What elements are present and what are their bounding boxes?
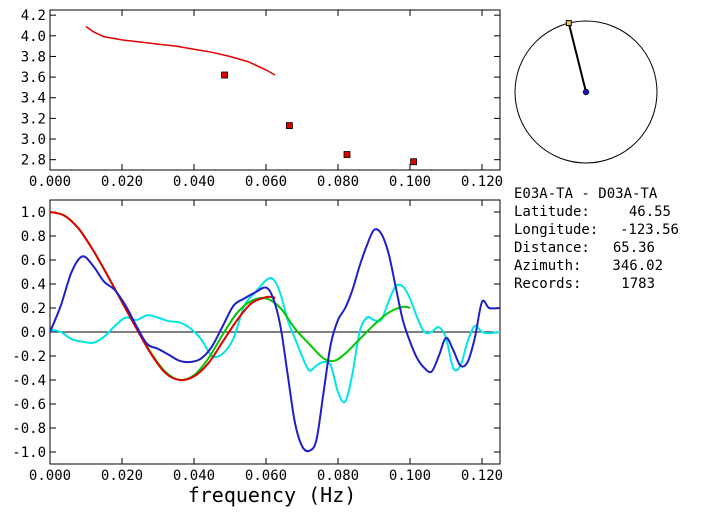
station-info-panel: E03A-TA - D03A-TA Latitude: 46.55 Longit…: [514, 186, 679, 292]
correlation-series-line: [49, 211, 276, 382]
azimuth-value: 346.02: [612, 258, 663, 274]
measurement-point: [221, 71, 229, 79]
top-chart-frame: [49, 9, 501, 171]
compass-circle: [514, 20, 658, 164]
longitude-value: -123.56: [620, 222, 679, 238]
latitude-value: 46.55: [629, 204, 671, 220]
longitude-label: Longitude:: [514, 222, 598, 238]
bottom-y-tick-label: 0.4: [21, 277, 46, 293]
azimuth-label: Azimuth:: [514, 258, 581, 274]
correlation-chart: 0.000 0.020 0.040 0.060 0.080 0.100 0.120 1.0 0.…: [12, 199, 503, 507]
bottom-y-tick-label: 0.0: [21, 325, 46, 341]
bottom-y-tick-label: -0.8: [12, 421, 46, 437]
bottom-x-tick-label: 0.120: [461, 468, 503, 484]
records-value: 1783: [621, 276, 655, 292]
x-axis-label: frequency (Hz): [188, 483, 357, 507]
distance-value: 65.36: [613, 240, 655, 256]
top-y-tick-label: 3.0: [21, 132, 46, 148]
bottom-y-tick-label: -0.2: [12, 349, 46, 365]
dispersion-chart: 0.000 0.020 0.040 0.060 0.080 0.100 0.120 4.2 4.…: [21, 8, 503, 190]
bottom-y-tick-label: 0.6: [21, 253, 46, 269]
bottom-y-tick-label: -0.6: [12, 397, 46, 413]
top-y-tick-label: 2.8: [21, 153, 46, 169]
bottom-x-tick-label: 0.040: [173, 468, 215, 484]
compass-center-dot: [582, 88, 590, 96]
bottom-y-tick-label: -0.4: [12, 373, 46, 389]
measurement-point: [285, 122, 293, 130]
azimuth-compass: [514, 20, 658, 164]
top-x-tick-label: 0.000: [29, 174, 71, 190]
measurement-point: [410, 158, 418, 166]
top-chart-ticks: 0.000 0.020 0.040 0.060 0.080 0.100 0.120 4.2 4.…: [21, 8, 503, 190]
top-x-tick-label: 0.060: [245, 174, 287, 190]
top-x-tick-label: 0.100: [389, 174, 431, 190]
dispersion-curve: [85, 25, 276, 76]
top-chart-series: [85, 25, 418, 166]
compass-needle: [567, 22, 587, 93]
bottom-x-tick-label: 0.080: [317, 468, 359, 484]
station-pair-title: E03A-TA - D03A-TA: [514, 186, 658, 202]
bottom-x-tick-label: 0.020: [101, 468, 143, 484]
records-label: Records:: [514, 276, 581, 292]
top-y-tick-label: 3.6: [21, 70, 46, 86]
top-y-tick-label: 3.2: [21, 111, 46, 127]
bottom-chart-ticks: 0.000 0.020 0.040 0.060 0.080 0.100 0.120 1.0 0.…: [12, 200, 503, 484]
bottom-chart-series: [49, 211, 501, 453]
bottom-x-tick-label: 0.100: [389, 468, 431, 484]
bottom-x-tick-label: 0.060: [245, 468, 287, 484]
top-y-tick-label: 3.4: [21, 91, 46, 107]
latitude-label: Latitude:: [514, 204, 590, 220]
top-x-tick-label: 0.040: [173, 174, 215, 190]
bottom-y-tick-label: 1.0: [21, 205, 46, 221]
compass-needle-tip: [565, 20, 572, 27]
distance-label: Distance:: [514, 240, 590, 256]
correlation-series-line: [49, 277, 501, 404]
correlation-series-line: [49, 228, 501, 453]
bottom-y-tick-label: 0.8: [21, 229, 46, 245]
top-y-tick-label: 4.0: [21, 29, 46, 45]
top-y-tick-label: 4.2: [21, 8, 46, 24]
measurement-point: [343, 151, 351, 158]
bottom-y-tick-label: -1.0: [12, 445, 46, 461]
top-x-tick-label: 0.080: [317, 174, 359, 190]
bottom-y-tick-label: 0.2: [21, 301, 46, 317]
bottom-x-tick-label: 0.000: [29, 468, 71, 484]
top-y-tick-label: 3.8: [21, 49, 46, 65]
top-x-tick-label: 0.020: [101, 174, 143, 190]
top-x-tick-label: 0.120: [461, 174, 503, 190]
